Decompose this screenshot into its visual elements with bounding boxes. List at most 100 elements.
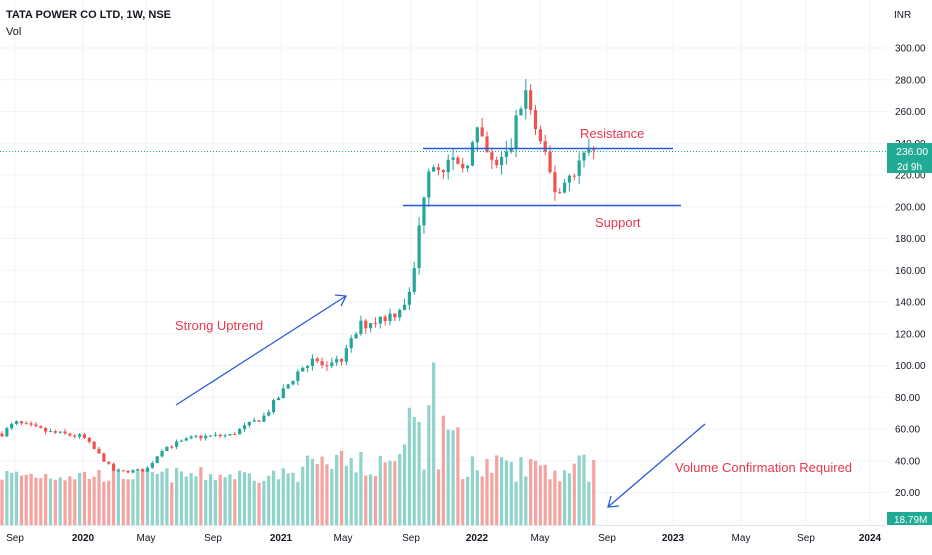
time-tick-label: 2022 bbox=[466, 533, 489, 544]
candle-body bbox=[87, 437, 91, 442]
candle-body bbox=[136, 469, 140, 471]
candle-body bbox=[354, 333, 358, 339]
price-tick-label: 140.00 bbox=[895, 298, 926, 309]
candle-body bbox=[189, 436, 193, 439]
candle-body bbox=[567, 175, 572, 183]
volume-bar bbox=[301, 466, 305, 525]
volume-bar bbox=[131, 479, 135, 525]
candle-body bbox=[310, 358, 314, 367]
candle-body bbox=[58, 431, 62, 433]
volume-bar bbox=[107, 480, 111, 525]
uptrend-arrow[interactable] bbox=[175, 294, 348, 406]
volume-bar bbox=[141, 468, 145, 525]
candle-body bbox=[538, 129, 542, 142]
volume-bar bbox=[165, 468, 169, 525]
candle-body bbox=[325, 365, 329, 367]
price-tick-label: 300.00 bbox=[895, 44, 926, 55]
volume-bar bbox=[456, 427, 460, 525]
candle-body bbox=[10, 423, 14, 429]
candle-body bbox=[223, 435, 227, 437]
candle-body bbox=[34, 424, 38, 427]
candle-body bbox=[97, 448, 101, 454]
volume-bar bbox=[111, 468, 116, 525]
volume-bar bbox=[150, 472, 154, 525]
price-axis[interactable]: INR 300.00280.00260.00240.00220.00200.00… bbox=[886, 0, 932, 525]
volume-bar bbox=[514, 481, 518, 525]
volume-bar bbox=[242, 472, 247, 525]
volume-bar bbox=[538, 465, 542, 525]
candle-body bbox=[102, 453, 106, 462]
volume-bar bbox=[257, 482, 261, 525]
candle-body bbox=[495, 159, 499, 166]
candle-body bbox=[529, 90, 533, 111]
candle-body bbox=[466, 165, 470, 169]
time-tick-label: May bbox=[137, 533, 156, 544]
volume-bar bbox=[490, 472, 494, 525]
volume-bar bbox=[466, 476, 470, 525]
candle-body bbox=[175, 441, 179, 447]
candle-body bbox=[373, 323, 378, 325]
candle-body bbox=[121, 470, 125, 472]
chart-title: TATA POWER CO LTD, 1W, NSE bbox=[6, 9, 171, 21]
volume-indicator-label[interactable]: Vol bbox=[6, 26, 21, 38]
volume-note-label: Volume Confirmation Required bbox=[675, 460, 852, 475]
candle-body bbox=[170, 446, 174, 448]
volume-bar bbox=[373, 476, 378, 525]
time-axis[interactable]: Sep 2020 May Sep 2021 May Sep 2022 May Sep 2023 May… bbox=[0, 525, 932, 550]
countdown-value: 2d 9h bbox=[897, 162, 922, 173]
volume-bar bbox=[412, 416, 416, 525]
candle-body bbox=[524, 90, 528, 109]
volume-bar bbox=[92, 476, 96, 525]
volume-bar bbox=[102, 481, 106, 525]
volume-bar bbox=[175, 467, 179, 525]
candle-body bbox=[519, 108, 523, 116]
resistance-label: Resistance bbox=[580, 126, 644, 141]
candle-body bbox=[548, 151, 552, 173]
volume-bar bbox=[504, 460, 508, 525]
candle-body bbox=[68, 433, 72, 436]
volume-bar bbox=[252, 480, 256, 525]
time-tick-label: 2024 bbox=[859, 533, 882, 544]
candle-body bbox=[543, 141, 547, 152]
volume-bar bbox=[155, 474, 159, 525]
candle-body bbox=[276, 398, 281, 401]
candle-body bbox=[107, 461, 111, 464]
candle-body bbox=[514, 115, 518, 149]
candle-body bbox=[141, 469, 145, 472]
time-tick-label: Sep bbox=[402, 533, 420, 544]
time-tick-label: May bbox=[334, 533, 353, 544]
candle-body bbox=[82, 434, 87, 438]
volume-bar bbox=[495, 455, 499, 525]
candle-body bbox=[228, 434, 232, 436]
volume-bar bbox=[509, 462, 513, 525]
candle-body bbox=[267, 412, 271, 416]
volume-bar bbox=[145, 468, 150, 525]
volume-bar bbox=[29, 473, 33, 525]
volume-bar bbox=[194, 476, 198, 525]
volume-bar bbox=[383, 462, 387, 525]
price-tick-label: 100.00 bbox=[895, 361, 926, 372]
volume-bar bbox=[485, 458, 489, 525]
candle-body bbox=[533, 110, 538, 130]
volume-bar bbox=[170, 482, 174, 525]
candle-body bbox=[383, 316, 387, 322]
candle-body bbox=[48, 431, 53, 433]
volume-bar bbox=[393, 461, 397, 525]
candle-body bbox=[286, 384, 290, 389]
time-axis-ticks: Sep 2020 May Sep 2021 May Sep 2022 May Sep 2023 May… bbox=[6, 533, 881, 544]
volume-bar bbox=[247, 473, 251, 525]
price-tick-label: 60.00 bbox=[895, 425, 920, 436]
time-tick-label: May bbox=[531, 533, 550, 544]
price-tick-label: 120.00 bbox=[895, 329, 926, 340]
volume-arrow[interactable] bbox=[607, 423, 706, 508]
volume-tag: 18.79M bbox=[887, 512, 932, 526]
volume-bar bbox=[10, 472, 14, 525]
candle-body bbox=[257, 420, 261, 422]
volume-bar bbox=[349, 457, 353, 525]
candle-body bbox=[412, 268, 416, 292]
candle-body bbox=[213, 434, 217, 436]
price-tick-label: 160.00 bbox=[895, 266, 926, 277]
volume-bar bbox=[39, 478, 43, 525]
